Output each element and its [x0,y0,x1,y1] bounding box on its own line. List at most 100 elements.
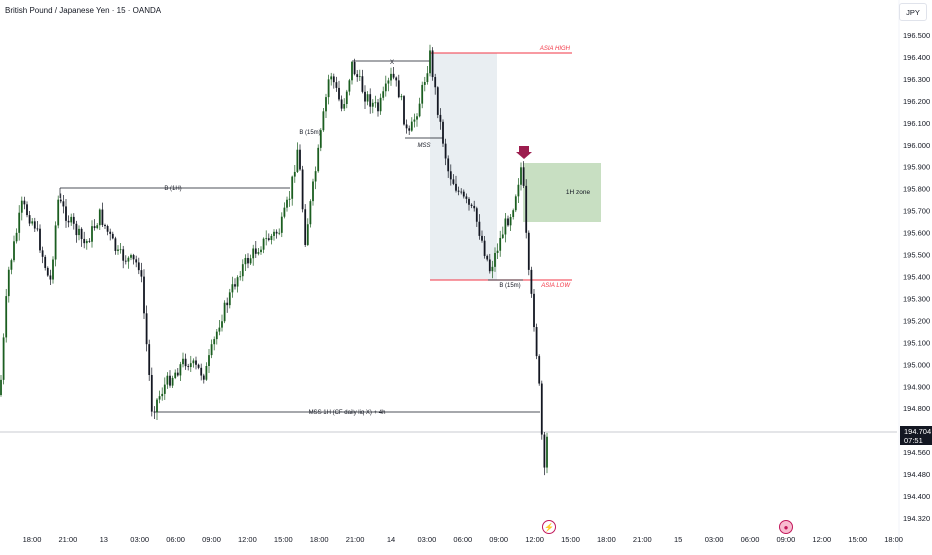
candle-body [145,313,148,345]
x-tick-label: 09:00 [777,535,796,544]
x-tick-label: 06:00 [166,535,185,544]
candle-body [218,327,221,332]
candle-body [540,383,543,435]
last-price-value: 194.704 [904,427,932,436]
candle-body [462,191,465,197]
candle-body [215,331,218,340]
candle-body [488,259,491,272]
candle-body [494,252,496,267]
candle-body [436,87,439,115]
candle-body [312,181,314,202]
x-tick-label: 03:00 [705,535,724,544]
y-tick-label: 195.200 [903,316,930,325]
candle-body [65,206,67,221]
candle-body [158,396,161,400]
candle-body [501,234,504,238]
candle-body [197,364,200,368]
y-tick-label: 195.800 [903,185,930,194]
candle-body [67,220,70,223]
candle-body [468,198,470,205]
candle-body [546,436,548,468]
candle-body [343,104,346,109]
candle-body [202,375,205,380]
candle-body [179,364,182,376]
asia-high-label: ASIA HIGH [539,46,571,52]
candle-body [7,269,10,297]
candle-body [374,102,377,104]
candle-body [101,209,104,225]
candle-body [78,228,80,236]
candle-body [176,372,179,376]
candle-body [512,210,515,218]
candle-body [322,111,325,131]
candle-body [395,77,398,81]
y-tick-label: 195.300 [903,294,930,303]
candle-body [44,256,47,268]
candle-body [119,249,122,251]
down-arrow-icon [516,146,532,159]
candle-body [429,50,431,74]
candle-body [72,216,75,224]
candle-body [338,87,340,100]
zone-1h-label: 1H zone [566,189,591,196]
candle-body [504,218,507,235]
y-tick-label: 196.400 [903,53,930,62]
candle-body [278,232,281,234]
y-tick-label: 196.200 [903,97,930,106]
candle-body [153,411,156,413]
candle-body [509,217,512,226]
candle-body [447,158,450,172]
candle-body [88,240,91,242]
y-tick-label: 194.400 [903,492,930,501]
candle-body [410,121,413,131]
candle-body [455,183,457,191]
candle-body [41,250,44,257]
uk-flag-event-icon[interactable]: ● [779,520,793,534]
bos-15m-lower-label: B (15m) [499,283,520,289]
candle-body [449,171,452,180]
currency-button[interactable]: JPY [899,3,927,21]
candle-body [109,231,112,234]
candle-body [283,207,286,217]
candle-body [13,241,15,261]
candle-body [2,337,5,380]
x-tick-label: 12:00 [812,535,831,544]
candle-body [400,96,403,98]
candle-body [135,259,138,263]
y-tick-label: 195.600 [903,229,930,238]
candle-body [483,240,486,256]
mss-1h-label: MSS 1H (CF daily liq X) + 4h [309,410,386,416]
candle-body [182,358,184,365]
candle-body [439,114,442,122]
candle-body [20,200,23,213]
candle-body [517,184,520,197]
candle-body [31,221,34,224]
candle-body [270,235,273,240]
y-tick-label: 194.560 [903,448,930,457]
lightning-event-icon[interactable]: ⚡ [542,520,556,534]
bos-15m-upper-label: B (15m) [299,130,320,136]
candle-body [405,124,408,129]
candle-body [299,149,301,170]
candle-body [491,266,494,272]
candle-body [327,79,330,98]
candle-body [356,74,359,77]
candle-body [460,191,463,193]
candle-body [83,238,86,244]
candle-body [364,91,366,102]
candle-body [325,97,327,112]
candle-body [387,80,390,84]
candle-body [111,233,114,239]
zone-1h-box [523,163,601,222]
y-tick-label: 195.700 [903,207,930,216]
candle-body [254,248,257,254]
candle-body [317,147,320,172]
candle-body [80,228,83,239]
candle-body [507,218,509,226]
y-tick-label: 195.500 [903,251,930,260]
candle-body [514,196,517,211]
y-tick-label: 196.000 [903,141,930,150]
candle-body [434,77,437,88]
